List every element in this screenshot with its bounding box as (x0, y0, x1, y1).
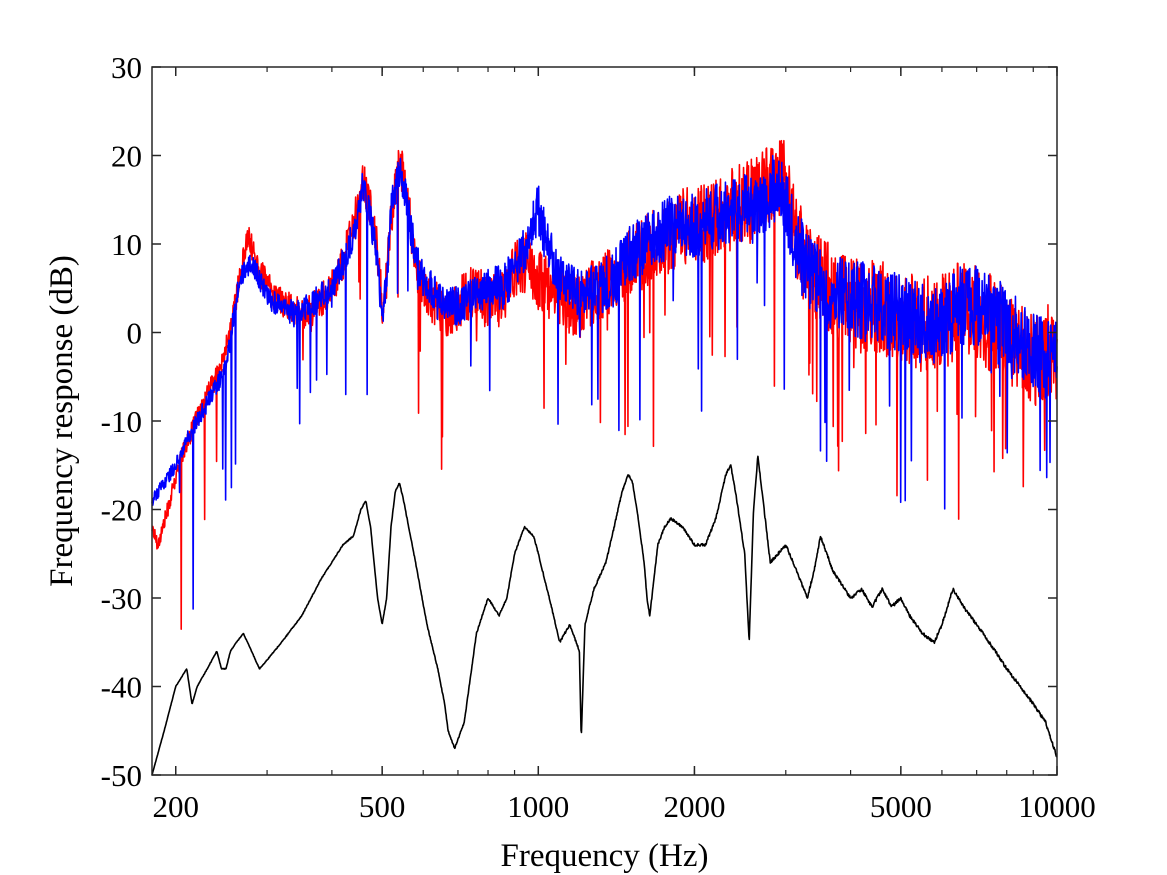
y-tick-label: -50 (101, 758, 142, 793)
y-tick-label: -40 (101, 670, 142, 705)
y-tick-label: 30 (111, 50, 142, 85)
y-tick-label: 20 (111, 139, 142, 174)
x-tick-label: 200 (152, 789, 199, 824)
y-tick-label: -20 (101, 493, 142, 528)
x-axis-title: Frequency (Hz) (501, 838, 709, 874)
y-axis-title: Frequency response (dB) (44, 255, 80, 587)
series-line-blue (151, 154, 1058, 610)
series-line-black (151, 455, 1058, 776)
x-tick-label: 10000 (1018, 789, 1096, 824)
x-tick-label: 500 (359, 789, 406, 824)
ticks-layer: -50 -40 -30 -20 -10 0 10 20 30 200 500 1000 2000 5000… (101, 50, 1096, 824)
y-tick-label: 10 (111, 227, 142, 262)
y-tick-label: -10 (101, 404, 142, 439)
x-tick-label: 1000 (507, 789, 569, 824)
series-line-red (151, 139, 1058, 630)
series-layer (151, 139, 1058, 776)
x-tick-label: 5000 (870, 789, 932, 824)
y-tick-label: 0 (127, 316, 143, 351)
plot-frame (151, 66, 1058, 776)
y-tick-label: -30 (101, 581, 142, 616)
x-tick-label: 2000 (663, 789, 725, 824)
